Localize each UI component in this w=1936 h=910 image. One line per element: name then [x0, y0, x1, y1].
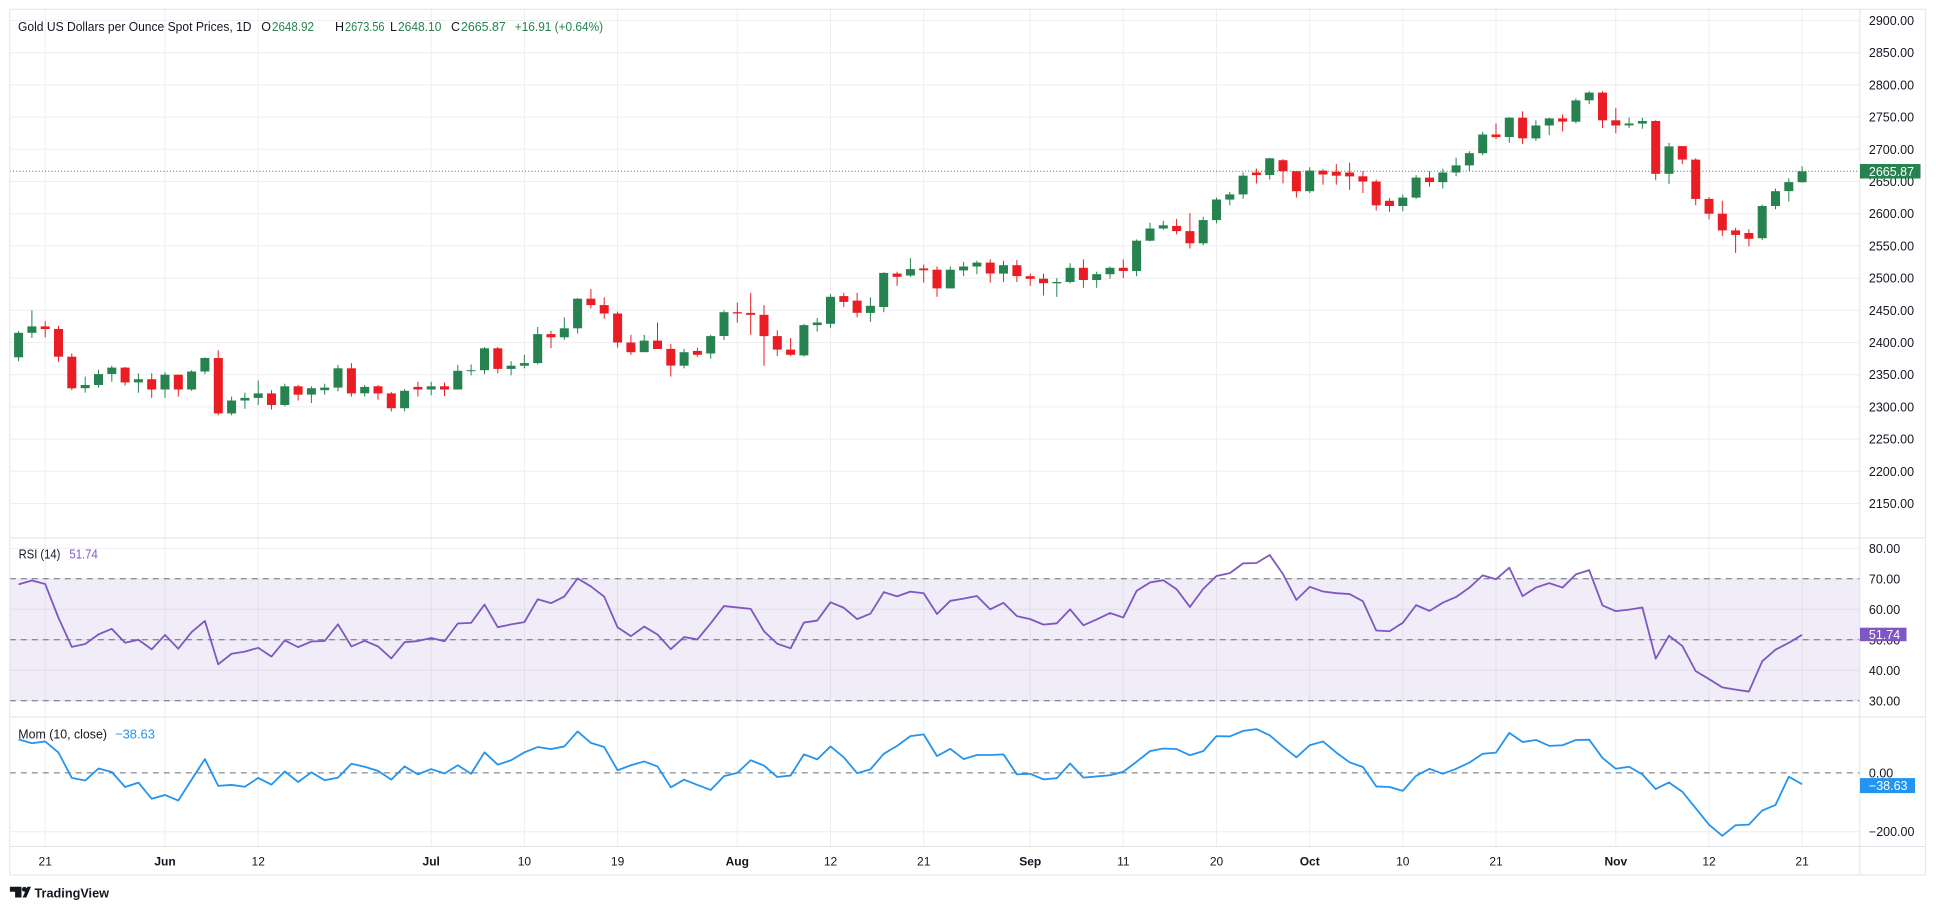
- svg-text:Jul: Jul: [423, 854, 440, 868]
- svg-text:+16.91 (+0.64%): +16.91 (+0.64%): [515, 20, 603, 34]
- svg-text:2900.00: 2900.00: [1869, 14, 1914, 28]
- svg-text:2600.00: 2600.00: [1869, 207, 1914, 221]
- svg-text:21: 21: [917, 854, 931, 868]
- svg-text:0.00: 0.00: [1869, 766, 1893, 780]
- svg-text:−38.63: −38.63: [1869, 779, 1908, 793]
- svg-text:20: 20: [1210, 854, 1224, 868]
- svg-text:2350.00: 2350.00: [1869, 368, 1914, 382]
- svg-text:2850.00: 2850.00: [1869, 46, 1914, 60]
- svg-text:2400.00: 2400.00: [1869, 336, 1914, 350]
- svg-text:2673.56: 2673.56: [345, 20, 385, 34]
- svg-text:2800.00: 2800.00: [1869, 78, 1914, 92]
- svg-text:30.00: 30.00: [1869, 694, 1900, 708]
- svg-text:C: C: [451, 20, 460, 34]
- svg-text:Nov: Nov: [1604, 854, 1627, 868]
- svg-text:2648.92: 2648.92: [272, 20, 314, 34]
- svg-text:2750.00: 2750.00: [1869, 111, 1914, 125]
- svg-text:60.00: 60.00: [1869, 603, 1900, 617]
- svg-text:21: 21: [39, 854, 53, 868]
- svg-text:80.00: 80.00: [1869, 542, 1900, 556]
- svg-text:Sep: Sep: [1019, 854, 1041, 868]
- svg-text:L: L: [390, 20, 397, 34]
- svg-text:RSI (14): RSI (14): [19, 546, 61, 561]
- svg-text:2200.00: 2200.00: [1869, 465, 1914, 479]
- svg-text:Oct: Oct: [1300, 854, 1320, 868]
- svg-text:12: 12: [252, 854, 266, 868]
- svg-text:−200.00: −200.00: [1869, 825, 1915, 839]
- svg-text:70.00: 70.00: [1869, 572, 1900, 586]
- svg-text:2250.00: 2250.00: [1869, 433, 1914, 447]
- svg-text:2648.10: 2648.10: [398, 20, 441, 34]
- svg-text:21: 21: [1489, 854, 1503, 868]
- svg-text:2665.87: 2665.87: [461, 20, 506, 34]
- svg-text:40.00: 40.00: [1869, 664, 1900, 678]
- svg-text:2300.00: 2300.00: [1869, 400, 1914, 414]
- svg-text:2500.00: 2500.00: [1869, 272, 1914, 286]
- svg-text:2665.87: 2665.87: [1869, 165, 1914, 179]
- svg-text:2150.00: 2150.00: [1869, 497, 1914, 511]
- svg-text:2450.00: 2450.00: [1869, 304, 1914, 318]
- svg-text:10: 10: [1396, 854, 1410, 868]
- svg-text:10: 10: [518, 854, 532, 868]
- svg-text:Gold US Dollars per Ounce Spot: Gold US Dollars per Ounce Spot Prices, 1…: [18, 19, 252, 34]
- svg-text:12: 12: [1702, 854, 1716, 868]
- svg-text:51.74: 51.74: [69, 546, 97, 561]
- svg-text:O: O: [261, 20, 271, 34]
- svg-text:2550.00: 2550.00: [1869, 239, 1914, 253]
- svg-text:2700.00: 2700.00: [1869, 143, 1914, 157]
- svg-text:Mom (10, close): Mom (10, close): [18, 726, 107, 741]
- svg-text:21: 21: [1795, 854, 1809, 868]
- svg-text:−38.63: −38.63: [115, 726, 155, 741]
- svg-text:H: H: [335, 20, 344, 34]
- svg-text:TradingView: TradingView: [35, 885, 110, 900]
- svg-text:51.74: 51.74: [1869, 628, 1900, 642]
- svg-text:Jun: Jun: [154, 854, 175, 868]
- svg-text:11: 11: [1117, 854, 1130, 868]
- svg-text:12: 12: [824, 854, 838, 868]
- svg-text:19: 19: [611, 854, 625, 868]
- svg-text:Aug: Aug: [726, 854, 749, 868]
